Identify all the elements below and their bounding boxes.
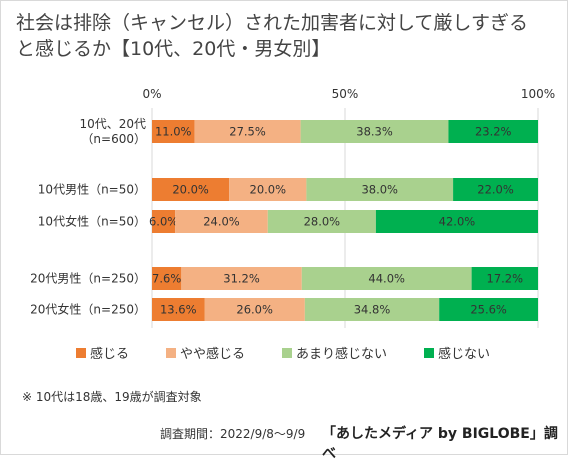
bar-label-3-0: 7.6% xyxy=(152,272,181,286)
bar-label-2-2: 28.0% xyxy=(304,215,341,229)
bar-3-2 xyxy=(301,267,472,290)
legend-label-1: やや感じる xyxy=(180,347,246,362)
category-label-3: 20代男性（n=250） xyxy=(30,272,146,286)
category-label-4: 20代女性（n=250） xyxy=(30,302,146,317)
bar-3-0 xyxy=(152,267,182,290)
legend-item-2: あまり感じない xyxy=(282,343,387,362)
legend-item-3: 感じない xyxy=(424,343,490,362)
bar-1-1 xyxy=(229,178,307,201)
bar-label-3-3: 17.2% xyxy=(487,272,524,286)
bar-label-4-3: 25.6% xyxy=(470,303,507,317)
bar-4-2 xyxy=(304,298,440,321)
legend-item-0: 感じる xyxy=(76,343,129,362)
chart-title: 社会は排除（キャンセル）された加害者に対して厳しすぎる と感じるか【10代、20… xyxy=(16,12,529,60)
bar-0-0 xyxy=(152,120,195,143)
bar-4-3 xyxy=(439,298,538,321)
category-label-1: 10代男性（n=50） xyxy=(38,183,146,197)
bar-4-0 xyxy=(152,298,205,321)
legend-swatch-0 xyxy=(76,347,86,358)
bar-0-3 xyxy=(448,120,538,143)
stacked-bar-chart: 0% 50% 100% 10代、20代（n=600） 10代男性（n=50） 10代女性（… xyxy=(30,87,555,328)
bar-1-3 xyxy=(453,178,538,201)
bar-2-1 xyxy=(175,210,268,233)
bar-label-0-1: 27.5% xyxy=(229,125,266,139)
legend-label-2: あまり感じない xyxy=(296,347,388,362)
bar-label-2-3: 42.0% xyxy=(439,215,476,229)
bar-label-0-2: 38.3% xyxy=(356,125,393,139)
bar-label-4-1: 26.0% xyxy=(236,303,273,317)
legend: 感じる やや感じる あまり感じない 感じない xyxy=(76,343,527,362)
legend-swatch-3 xyxy=(424,347,435,358)
bar-3-1 xyxy=(181,267,302,290)
bar-label-2-0: 6.0% xyxy=(149,215,178,229)
bar-label-0-3: 23.2% xyxy=(475,125,512,139)
category-label-2: 10代女性（n=50） xyxy=(38,214,146,229)
bar-1-0 xyxy=(152,178,230,201)
bar-label-4-2: 34.8% xyxy=(354,303,391,317)
source-credit: 「あしたメディア by BIGLOBE」調べ xyxy=(322,426,558,462)
bar-0-1 xyxy=(194,120,301,143)
legend-label-3: 感じない xyxy=(438,347,491,362)
bar-2-0 xyxy=(152,210,176,233)
bar-label-0-0: 11.0% xyxy=(155,125,192,139)
survey-period: 調査期間：2022/9/8～9/9 xyxy=(160,427,306,441)
legend-item-1: やや感じる xyxy=(166,343,245,362)
footnote: ※ 10代は18歳、19歳が調査対象 xyxy=(22,390,202,404)
bar-label-3-2: 44.0% xyxy=(368,272,405,286)
bar-label-3-1: 31.2% xyxy=(223,272,260,286)
bar-2-2 xyxy=(267,210,376,233)
category-label-0: 10代、20代（n=600） xyxy=(79,117,146,146)
legend-swatch-1 xyxy=(166,347,177,358)
bar-label-1-2: 38.0% xyxy=(361,183,398,197)
legend-label-0: 感じる xyxy=(90,347,130,362)
bar-label-4-0: 13.6% xyxy=(160,303,197,317)
bar-1-2 xyxy=(306,178,454,201)
bar-4-1 xyxy=(204,298,305,321)
x-tick-label-1: 50% xyxy=(332,87,359,101)
bar-label-1-1: 20.0% xyxy=(250,183,287,197)
bar-label-1-0: 20.0% xyxy=(172,183,209,197)
bar-label-1-3: 22.0% xyxy=(477,183,514,197)
bar-3-3 xyxy=(471,267,538,290)
legend-swatch-2 xyxy=(282,347,293,358)
x-tick-label-2: 100% xyxy=(521,87,555,101)
bar-2-3 xyxy=(375,210,538,233)
bar-0-2 xyxy=(300,120,449,143)
x-tick-label-0: 0% xyxy=(142,87,161,101)
bar-label-2-1: 24.0% xyxy=(203,215,240,229)
